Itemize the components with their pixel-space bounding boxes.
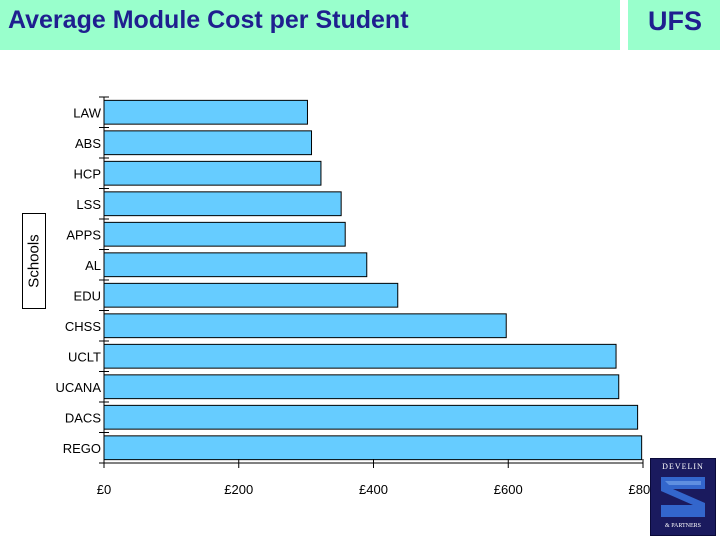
bar-ucana [103,374,620,400]
logo-text-name: DEVELIN [662,462,704,471]
bar-edu [103,282,399,308]
page-title: Average Module Cost per Student [8,6,409,34]
x-tick-label: £0 [97,482,111,497]
bar-chss [103,313,507,339]
x-tick-label: £400 [359,482,388,497]
category-label-hcp: HCP [74,166,101,181]
category-label-lss: LSS [76,197,101,212]
category-label-uclt: UCLT [68,349,101,364]
bar-rego [103,435,643,461]
category-label-abs: ABS [75,136,101,151]
title-bar: Average Module Cost per Student [0,0,620,50]
category-label-law: LAW [73,105,101,120]
x-tick-label: £600 [494,482,523,497]
bar-abs [103,130,313,156]
category-label-chss: CHSS [65,319,101,334]
bar-law [103,99,308,125]
bar-hcp [103,160,322,186]
bar-dacs [103,404,639,430]
category-label-ucana: UCANA [55,380,101,395]
corner-label-box: UFS [628,0,720,50]
logo-text-partners: & PARTNERS [665,523,701,529]
category-label-edu: EDU [74,288,101,303]
bar-al [103,252,368,278]
x-tick-label: £200 [224,482,253,497]
category-label-al: AL [85,258,101,273]
bar-uclt [103,343,617,369]
develin-logo: DEVELIN & PARTNERS [650,458,716,536]
bar-lss [103,191,342,217]
logo-mark [661,477,705,517]
category-label-rego: REGO [63,441,101,456]
corner-label: UFS [648,6,702,36]
bar-apps [103,221,346,247]
y-axis-label-box: Schools [22,213,46,309]
category-label-apps: APPS [66,227,101,242]
category-label-dacs: DACS [65,410,101,425]
